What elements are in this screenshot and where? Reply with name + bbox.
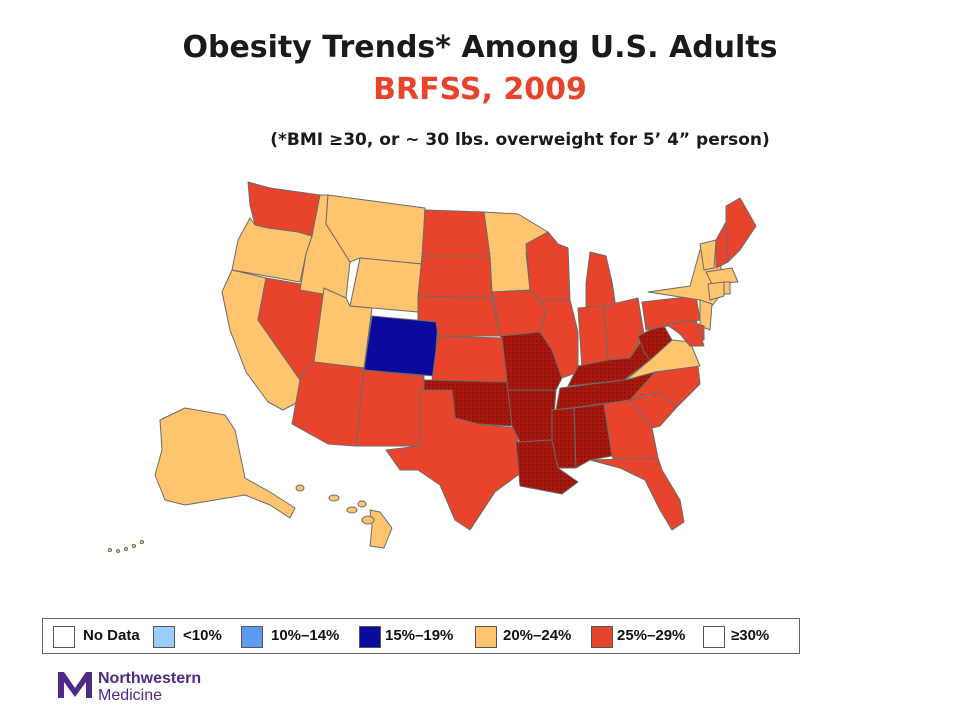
state-md [665, 319, 705, 347]
state-ma [705, 267, 739, 285]
legend-swatch-30-plus [703, 626, 725, 648]
hawaii-island-3 [357, 500, 367, 508]
aleutian-island-2 [124, 547, 128, 551]
aleutian-island-3 [132, 544, 136, 548]
bmi-note: (*BMI ≥30, or ~ 30 lbs. overweight for 5… [270, 130, 770, 150]
logo-line-2: Medicine [98, 687, 163, 704]
state-me [725, 197, 757, 263]
state-sd [417, 255, 493, 299]
legend-swatch-under-10 [153, 626, 175, 648]
state-nd [421, 209, 491, 257]
state-ks [431, 335, 509, 383]
state-vt [699, 239, 717, 271]
logo-line-1: Northwestern [98, 670, 202, 687]
state-il [539, 299, 579, 379]
logo-wordmark: Northwestern Medicine [98, 670, 201, 704]
state-oh [603, 297, 645, 361]
state-in [577, 305, 609, 369]
legend-label-15-19: 15%–19% [385, 627, 454, 644]
state-nj [699, 299, 713, 331]
legend-label-under-10: <10% [183, 627, 222, 644]
legend-label-20-24: 20%–24% [503, 627, 572, 644]
legend-swatch-25-29 [591, 626, 613, 648]
state-hi [369, 509, 393, 549]
state-ms [551, 407, 577, 469]
state-az [291, 361, 365, 447]
state-tx [385, 389, 523, 531]
legend-swatch-no-data [53, 626, 75, 648]
state-ri [723, 281, 731, 295]
aleutian-island-0 [108, 548, 112, 552]
state-wv [637, 325, 673, 361]
state-wi [525, 231, 571, 301]
state-al [573, 403, 613, 469]
hawaii-island-2 [346, 506, 358, 514]
legend: No Data <10% 10%–14% 15%–19% 20%–24% 25%… [42, 618, 800, 654]
hawaii-island-1 [328, 494, 340, 502]
state-nm [355, 369, 425, 447]
legend-label-10-14: 10%–14% [271, 627, 340, 644]
state-wy [349, 257, 423, 313]
state-fl [589, 457, 685, 531]
aleutian-island-1 [116, 549, 120, 553]
state-co [363, 315, 439, 377]
legend-swatch-15-19 [359, 626, 381, 648]
legend-label-25-29: 25%–29% [617, 627, 686, 644]
aleutian-island-4 [140, 540, 144, 544]
legend-label-30-plus: ≥30% [731, 627, 770, 644]
state-ak [154, 407, 296, 519]
legend-label-no-data: No Data [83, 627, 140, 644]
hawaii-island-0 [295, 484, 305, 492]
state-ct [707, 281, 725, 301]
page-title: Obesity Trends* Among U.S. Adults [182, 30, 778, 65]
legend-swatch-10-14 [241, 626, 263, 648]
hawaii-island-4 [361, 515, 375, 525]
page-subtitle: BRFSS, 2009 [373, 72, 587, 107]
legend-swatch-20-24 [475, 626, 497, 648]
state-mi [585, 251, 617, 311]
northwestern-medicine-logo-icon [58, 672, 92, 698]
